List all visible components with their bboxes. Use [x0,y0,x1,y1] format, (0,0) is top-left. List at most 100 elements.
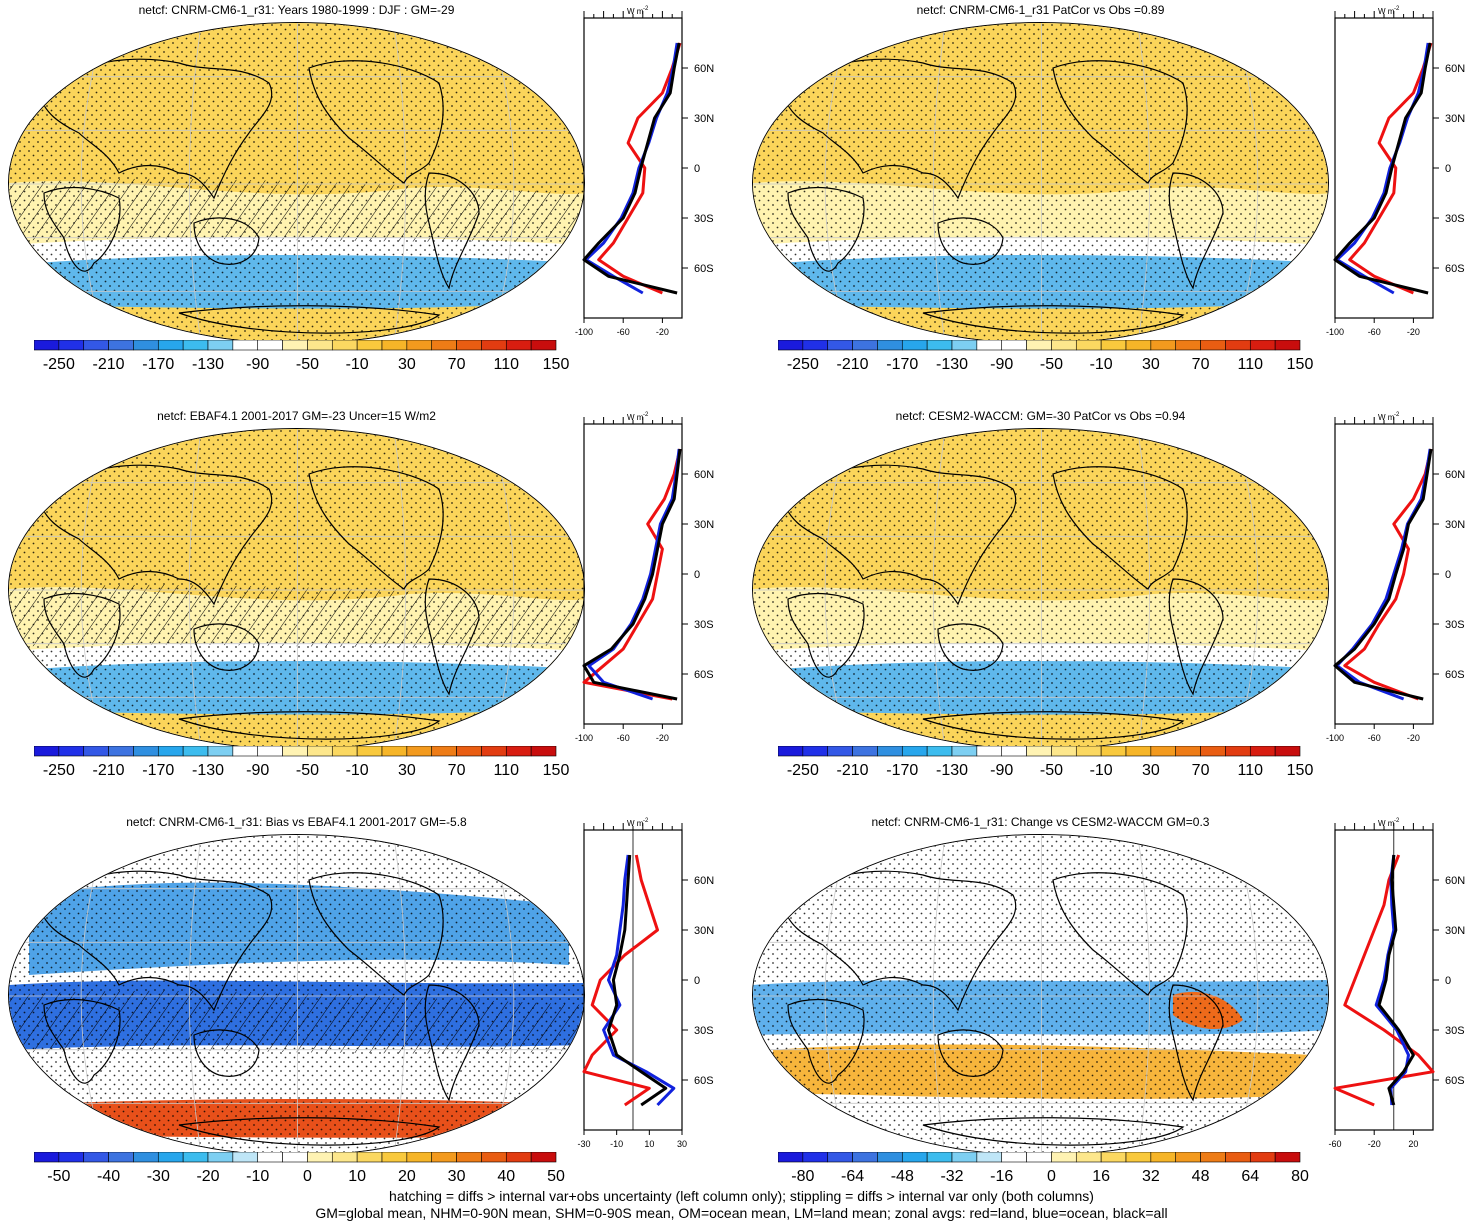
colorbar-label: -16 [990,1168,1013,1185]
coastline [922,711,1185,740]
zonal-unit-exponent: -2 [1394,412,1400,418]
zonal-mean-plot: W m -2 60N 30N 0 30S 60S -30 -10 10 30 [577,818,714,1149]
zonal-line-land [597,42,682,295]
colorbar-swatch [331,1151,358,1163]
colorbar-swatch [331,745,358,757]
colorbar-swatch [1225,339,1251,351]
colorbar-swatch [58,745,85,757]
map-panel [8,834,585,1156]
zonal-unit-exponent: -2 [1394,818,1400,824]
zonal-x-label: 30 [677,1139,687,1149]
colorbar-swatch [83,1151,109,1163]
colorbar-label: -48 [891,1168,914,1185]
zonal-lat-label: 60N [694,875,714,887]
zonal-line-all [582,448,682,701]
map-hatching [9,584,584,648]
coastline [178,305,441,334]
colorbar-label: -130 [192,356,224,373]
zonal-x-label: 20 [1408,1139,1418,1149]
colorbar-swatch [976,1151,1003,1163]
colorbar-swatch [431,745,457,757]
colorbar-swatch [356,745,383,757]
zonal-lat-label: 60S [1445,669,1465,681]
colorbar-label: -10 [246,1168,269,1185]
zonal-lat-label: 0 [1445,569,1451,581]
map-panel [752,428,1329,750]
zonal-lat-label: 0 [1445,163,1451,175]
colorbar-swatch [1175,745,1201,757]
colorbar-swatch [207,1151,234,1163]
colorbar-swatch [1150,339,1177,351]
colorbar-swatch [257,339,283,351]
graticule-meridian [393,835,407,1155]
zonal-unit-label: W m [1378,819,1395,828]
colorbar-swatch [852,1151,878,1163]
graticule-meridian [188,429,202,749]
colorbar-swatch [1026,745,1052,757]
colorbar-swatch [505,745,532,757]
zonal-line-all [607,854,668,1107]
coastline [1052,60,1188,184]
graticule-meridian [932,835,946,1155]
graticule-meridian [80,835,106,1155]
colorbar-swatch [1051,745,1077,757]
colorbar-swatch [207,745,234,757]
colorbar: -50 -40 -30 -20 -10 0 10 20 30 40 50 [33,1151,565,1185]
colorbar-swatch [926,1151,953,1163]
colorbar-label: 30 [1142,356,1160,373]
colorbar-swatch [182,1151,209,1163]
colorbar-label: -250 [787,356,819,373]
coastline [937,217,1004,265]
coastline [787,593,865,678]
zonal-mean-plot: W m -2 60N 30N 0 30S 60S -100 -60 -20 [575,412,714,743]
coastline [787,999,865,1084]
colorbar-label: 150 [543,356,570,373]
colorbar-label: -40 [97,1168,120,1185]
zonal-x-label: -100 [1326,733,1344,743]
colorbar-swatch [83,745,109,757]
colorbar-swatch [1249,339,1276,351]
colorbar-label: 110 [494,762,520,779]
colorbar-label: -210 [837,762,869,779]
zonal-x-label: -60 [617,327,630,337]
colorbar-label: -64 [841,1168,864,1185]
coastline [43,999,121,1084]
colorbar-swatch [182,339,209,351]
colorbar-swatch [1225,1151,1251,1163]
graticule-meridian [824,23,850,343]
graticule-meridian [1137,429,1151,749]
colorbar-label: -10 [1090,356,1113,373]
colorbar-label: 110 [1238,356,1264,373]
panel-title: netcf: EBAF4.1 2001-2017 GM=-23 Uncer=15… [157,409,436,423]
colorbar-swatch [777,339,804,351]
zonal-unit-label: W m [627,819,644,828]
colorbar-swatch [108,339,134,351]
colorbar-label: -250 [43,762,75,779]
colorbar-panel: -250 -210 -170 -130 -90 -50 -10 30 70 110 150 [777,339,1320,385]
zonal-line-land [582,448,682,701]
map-stippling [753,835,1328,1155]
zonal-line-all [1333,448,1433,701]
map-hatching [9,990,584,1054]
coastline [424,578,480,696]
zonal-lat-label: 60S [694,669,714,681]
coastline [787,187,865,272]
colorbar-label: -250 [43,356,75,373]
colorbar-label: -90 [990,356,1013,373]
colorbar-label: -170 [142,356,174,373]
zonal-panel: W m -2 60N 30N 0 30S 60S -100 -60 -20 [1326,6,1465,353]
zonal-x-label: -100 [575,733,593,743]
colorbar: -250 -210 -170 -130 -90 -50 -10 30 70 110 150 [33,745,569,779]
zonal-line-land [1348,42,1433,295]
coastline [1052,872,1188,996]
colorbar-label: -90 [990,762,1013,779]
colorbar-swatch [307,745,333,757]
zonal-line-ocean [1335,42,1430,295]
coastline [782,58,1017,200]
zonal-line-land [582,854,659,1107]
map-panel [8,428,585,750]
colorbar-label: -50 [296,762,319,779]
colorbar-swatch [1150,1151,1177,1163]
colorbar-swatch [1001,1151,1027,1163]
colorbar-label: 30 [398,762,416,779]
